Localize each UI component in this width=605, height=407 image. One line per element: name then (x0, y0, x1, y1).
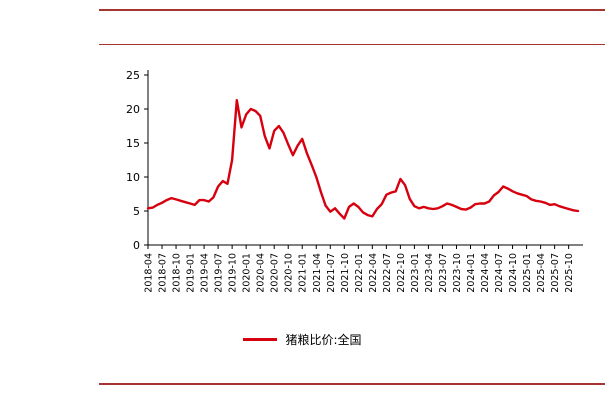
legend-line-swatch (243, 338, 278, 341)
svg-text:2021-07: 2021-07 (326, 253, 337, 293)
svg-text:2018-04: 2018-04 (144, 253, 155, 293)
svg-text:2024-10: 2024-10 (508, 253, 519, 293)
svg-text:2020-04: 2020-04 (256, 253, 267, 293)
svg-text:2025-10: 2025-10 (564, 253, 575, 293)
svg-text:2018-07: 2018-07 (158, 253, 169, 293)
svg-text:2023-04: 2023-04 (424, 253, 435, 293)
svg-text:2019-01: 2019-01 (186, 253, 197, 293)
legend-series-label: 猪粮比价:全国 (285, 333, 362, 347)
svg-text:0: 0 (133, 239, 140, 252)
svg-text:2021-04: 2021-04 (312, 253, 323, 293)
svg-text:20: 20 (126, 103, 140, 116)
svg-text:2024-04: 2024-04 (480, 253, 491, 293)
svg-text:2025-01: 2025-01 (522, 253, 533, 293)
svg-text:2020-10: 2020-10 (284, 253, 295, 293)
svg-text:2024-07: 2024-07 (494, 253, 505, 293)
bottom-divider-rule (99, 383, 605, 385)
svg-text:2023-01: 2023-01 (410, 253, 421, 293)
svg-text:2022-10: 2022-10 (396, 253, 407, 293)
header-divider-rule (99, 44, 605, 45)
svg-text:10: 10 (126, 171, 140, 184)
svg-text:2022-01: 2022-01 (354, 253, 365, 293)
svg-text:2025-07: 2025-07 (550, 253, 561, 293)
svg-text:2020-07: 2020-07 (270, 253, 281, 293)
svg-text:2021-01: 2021-01 (298, 253, 309, 293)
svg-text:2022-04: 2022-04 (368, 253, 379, 293)
svg-text:2023-07: 2023-07 (438, 253, 449, 293)
svg-text:15: 15 (126, 137, 140, 150)
svg-text:2019-04: 2019-04 (200, 253, 211, 293)
svg-text:25: 25 (126, 69, 140, 82)
chart-legend: 猪粮比价:全国 (0, 331, 605, 348)
svg-text:5: 5 (133, 205, 140, 218)
svg-text:2020-01: 2020-01 (242, 253, 253, 293)
svg-text:2018-10: 2018-10 (172, 253, 183, 293)
svg-text:2021-10: 2021-10 (340, 253, 351, 293)
svg-text:2019-07: 2019-07 (214, 253, 225, 293)
svg-text:2022-07: 2022-07 (382, 253, 393, 293)
svg-text:2023-10: 2023-10 (452, 253, 463, 293)
svg-text:2019-10: 2019-10 (228, 253, 239, 293)
top-divider-rule (99, 9, 605, 11)
svg-text:2025-04: 2025-04 (536, 253, 547, 293)
svg-text:2024-01: 2024-01 (466, 253, 477, 293)
